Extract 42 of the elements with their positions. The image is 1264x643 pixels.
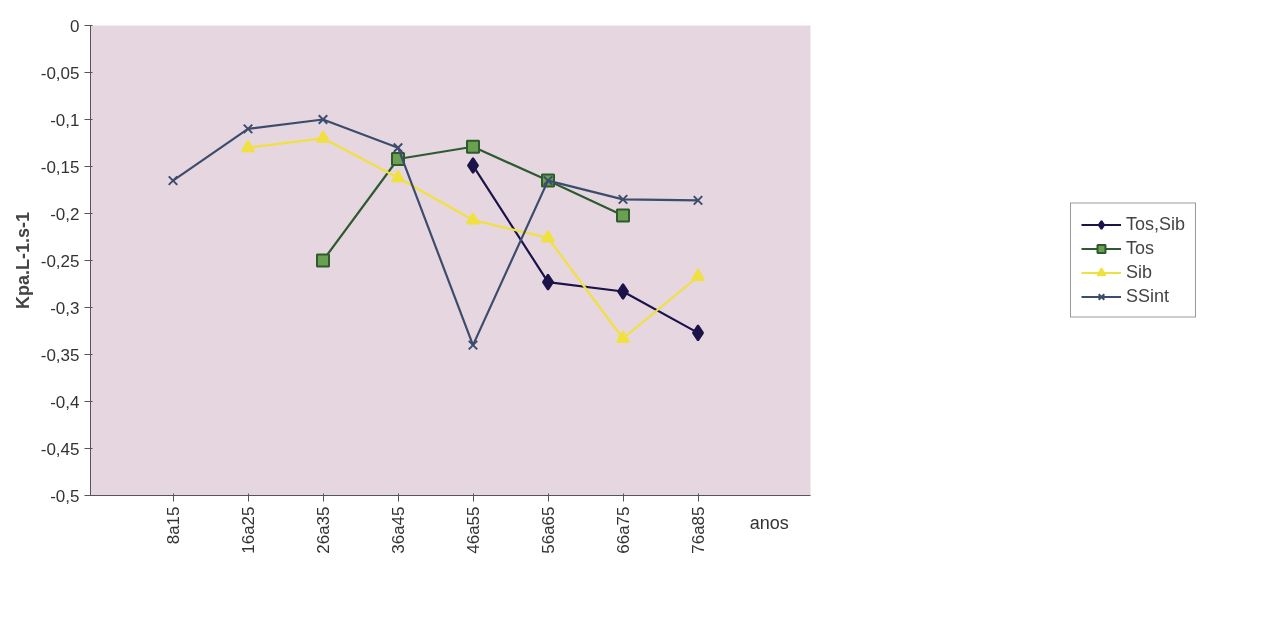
point (241, 139, 255, 153)
y-axis-title: Kpa.L-1.s-1 (12, 211, 33, 310)
x-tick-label: 26a35 (313, 506, 333, 554)
x-tick-label: 66a75 (613, 506, 633, 554)
x-tick-label: 8a15 (163, 506, 183, 545)
point (541, 230, 555, 243)
point (316, 130, 330, 143)
y-tick-label: -0,1 (50, 110, 80, 130)
y-tick-label: -0,25 (40, 251, 80, 271)
x-tick-label: 16a25 (238, 506, 258, 554)
y-tick-label: -0,35 (40, 345, 80, 365)
x-tick-label: 76a85 (688, 506, 708, 554)
point (691, 268, 705, 281)
y-tick-label: -0,3 (50, 298, 80, 318)
point (616, 330, 630, 343)
legend-label: Tos,Sib (1125, 213, 1186, 235)
y-tick-label: -0,15 (40, 157, 80, 177)
point (466, 212, 480, 225)
point (392, 142, 404, 153)
x-tick-label: 56a65 (538, 506, 558, 554)
legend-label: SSint (1125, 285, 1170, 307)
y-tick-label: -0,05 (40, 63, 80, 83)
point (316, 253, 330, 268)
point (317, 114, 329, 125)
y-tick-label: -0,2 (50, 204, 80, 224)
point (242, 123, 254, 135)
point (466, 139, 480, 154)
point (617, 194, 629, 205)
legend-label: Tos (1125, 237, 1154, 259)
x-tick-label: 36a45 (388, 506, 408, 554)
point (167, 175, 179, 186)
y-tick-label: 0 (70, 16, 80, 36)
point (391, 169, 405, 183)
y-tick-label: -0,5 (50, 486, 80, 506)
x-tick-label: 46a55 (463, 506, 483, 554)
y-tick-label: -0,45 (40, 439, 80, 459)
y-tick-label: -0,4 (50, 392, 80, 412)
point (616, 208, 630, 223)
point (692, 195, 704, 206)
legend-label: Sib (1125, 261, 1152, 283)
point (467, 339, 479, 351)
x-axis-title: anos (749, 512, 789, 533)
